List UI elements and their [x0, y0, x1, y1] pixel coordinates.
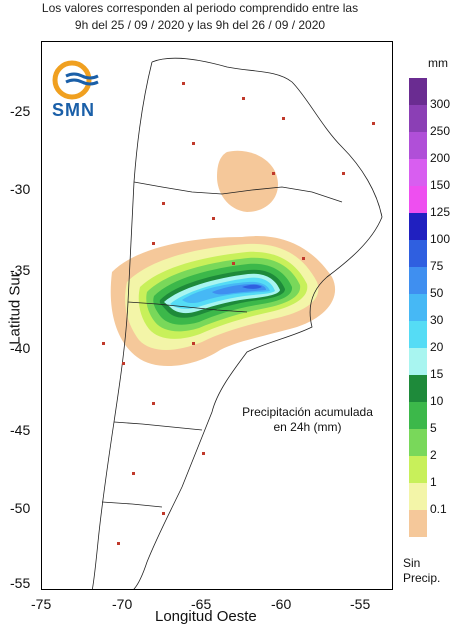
legend-no-precip: Sin Precip.	[403, 556, 440, 586]
x-tick: -65	[191, 596, 212, 612]
legend-swatch	[409, 132, 427, 159]
legend-swatch	[409, 105, 427, 132]
header-line-2: 9h del 25 / 09 / 2020 y las 9h del 26 / …	[74, 18, 326, 32]
y-tick: -35	[10, 262, 31, 278]
legend-label: 1	[430, 475, 437, 489]
legend-unit: mm	[428, 56, 448, 70]
legend-swatch	[409, 456, 427, 483]
country-borders	[91, 57, 383, 589]
map-header: Los valores corresponden al periodo comp…	[0, 0, 400, 34]
x-tick: -55	[350, 596, 371, 612]
legend-no-precip-line-1: Sin	[403, 556, 421, 570]
legend-label: 10	[430, 394, 444, 408]
legend-swatch	[409, 267, 427, 294]
legend-label: 100	[430, 232, 451, 246]
map-annotation: Precipitación acumulada en 24h (mm)	[230, 405, 385, 435]
y-tick: -50	[10, 500, 31, 516]
legend-swatch	[409, 321, 427, 348]
legend-swatch	[409, 240, 427, 267]
precip-contours	[110, 150, 336, 367]
legend-label: 0.1	[430, 502, 447, 516]
legend-swatch	[409, 510, 427, 537]
legend-label: 2	[430, 448, 437, 462]
legend-label: 150	[430, 178, 451, 192]
annotation-line-1: Precipitación acumulada	[242, 405, 373, 419]
legend-swatch	[409, 186, 427, 213]
legend-label: 200	[430, 151, 451, 165]
y-tick: -40	[10, 340, 31, 356]
smn-sun-waves-icon	[52, 60, 99, 100]
y-tick: -45	[10, 422, 31, 438]
map-canvas	[91, 57, 383, 589]
legend-swatch	[409, 429, 427, 456]
y-axis-label: Latitud Sur	[6, 272, 24, 345]
legend-label: 30	[430, 313, 444, 327]
y-tick: -30	[10, 181, 31, 197]
legend-label: 300	[430, 97, 451, 111]
legend-label: 5	[430, 421, 437, 435]
legend-swatch	[409, 159, 427, 186]
legend-swatch	[409, 348, 427, 375]
x-tick: -70	[112, 596, 133, 612]
x-tick: -75	[31, 596, 52, 612]
x-axis-label: Longitud Oeste	[155, 608, 257, 625]
legend-swatch	[409, 375, 427, 402]
legend-swatch	[409, 294, 427, 321]
legend-label: 125	[430, 205, 451, 219]
legend-color-bar	[409, 78, 427, 537]
y-tick: -55	[10, 575, 31, 591]
smn-logo-text: SMN	[52, 100, 95, 120]
legend-label: 15	[430, 367, 444, 381]
y-tick: -25	[10, 103, 31, 119]
smn-logo	[52, 60, 100, 107]
header-line-1: Los valores corresponden al periodo comp…	[41, 1, 359, 15]
legend-label: 250	[430, 124, 451, 138]
station-markers	[102, 82, 375, 545]
legend-swatch	[409, 483, 427, 510]
precipitation-map[interactable]	[41, 41, 393, 590]
legend-swatch	[409, 213, 427, 240]
legend-swatch	[409, 78, 427, 105]
x-tick: -60	[271, 596, 292, 612]
annotation-line-2: en 24h (mm)	[273, 420, 342, 434]
legend-swatch	[409, 402, 427, 429]
legend-no-precip-line-2: Precip.	[403, 571, 441, 585]
legend-label: 20	[430, 340, 444, 354]
legend-label: 50	[430, 286, 444, 300]
legend-label: 75	[430, 259, 444, 273]
